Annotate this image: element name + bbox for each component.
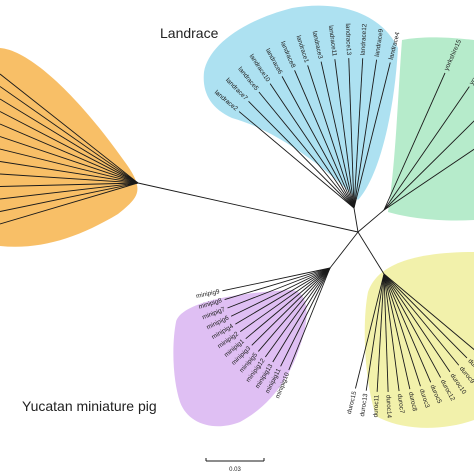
branch-minipig-2 bbox=[224, 267, 331, 300]
branch-duroc-13 bbox=[383, 273, 474, 351]
branch-left-9 bbox=[0, 173, 139, 184]
branch-minipig-8 bbox=[251, 267, 331, 346]
branch-landrace-11 bbox=[258, 91, 355, 209]
branch-yorkshire-2 bbox=[383, 86, 470, 211]
branch-landrace-13 bbox=[238, 111, 355, 209]
branch-root-to-yorkshire bbox=[357, 209, 385, 233]
tip-label: duroc15 bbox=[346, 390, 358, 415]
branch-landrace-8 bbox=[294, 70, 355, 209]
branch-layer bbox=[0, 58, 474, 392]
branch-landrace-1 bbox=[353, 62, 391, 209]
branch-minipig-10 bbox=[264, 267, 331, 358]
branch-minipig-11 bbox=[272, 267, 331, 363]
branch-root-to-duroc bbox=[357, 231, 385, 275]
branch-left-6 bbox=[0, 136, 139, 184]
branch-landrace-10 bbox=[269, 83, 355, 209]
tip-label: duroc13 bbox=[359, 393, 369, 417]
group-label-landrace: Landrace bbox=[160, 25, 219, 41]
branch-root-to-minipig bbox=[329, 231, 359, 269]
branch-minipig-12 bbox=[280, 267, 331, 367]
branch-left-1 bbox=[0, 73, 139, 184]
branch-left-10 bbox=[0, 182, 139, 187]
scale-bar-label: 0.03 bbox=[229, 467, 241, 473]
branch-landrace-4 bbox=[348, 58, 355, 209]
branch-left-11 bbox=[0, 182, 139, 200]
branch-landrace-7 bbox=[307, 65, 355, 209]
branch-landrace-3 bbox=[353, 58, 364, 209]
clade-shade-landrace bbox=[203, 5, 398, 201]
branch-minipig-4 bbox=[230, 267, 331, 317]
branch-left-3 bbox=[0, 98, 139, 184]
branch-duroc-9 bbox=[383, 273, 442, 378]
branch-left-2 bbox=[0, 86, 139, 184]
tip-label: landrace12 bbox=[360, 23, 369, 55]
branch-duroc-6 bbox=[383, 273, 411, 390]
tip-label: minipig9 bbox=[195, 288, 220, 300]
branch-yorkshire-4 bbox=[383, 148, 474, 211]
group-label-minipig: Yucatan miniature pig bbox=[22, 398, 157, 414]
tip-label: duroc7 bbox=[396, 394, 405, 415]
tip-label: duroc11 bbox=[372, 394, 380, 417]
branch-left-8 bbox=[0, 161, 139, 184]
tip-label: duroc8 bbox=[407, 391, 418, 412]
branch-duroc-10 bbox=[383, 273, 451, 373]
tip-label: duroc14 bbox=[385, 395, 393, 419]
branch-duroc-12 bbox=[383, 273, 468, 359]
branch-landrace-5 bbox=[334, 59, 355, 209]
branch-duroc-5 bbox=[383, 273, 400, 392]
branch-yorkshire-3 bbox=[383, 120, 474, 211]
branch-duroc-4 bbox=[383, 273, 389, 392]
tip-label: landrace11 bbox=[327, 25, 338, 57]
clade-shade-yorkshire bbox=[388, 37, 474, 221]
branch-landrace-9 bbox=[281, 76, 355, 209]
branch-duroc-7 bbox=[383, 273, 421, 387]
branch-duroc-8 bbox=[383, 273, 432, 383]
branch-root-to-left-clade bbox=[137, 182, 359, 233]
branch-yorkshire-1 bbox=[383, 72, 446, 211]
branch-left-5 bbox=[0, 123, 139, 184]
branch-left-4 bbox=[0, 111, 139, 184]
branch-duroc-2 bbox=[365, 273, 385, 391]
tip-label: landrace9 bbox=[374, 28, 385, 57]
tip-label: landrace13 bbox=[344, 23, 352, 55]
branch-landrace-6 bbox=[320, 61, 355, 209]
branch-minipig-5 bbox=[235, 267, 331, 325]
branch-duroc-3 bbox=[376, 273, 385, 392]
branch-landrace-12 bbox=[248, 101, 355, 209]
branch-landrace-2 bbox=[353, 59, 378, 209]
branch-left-7 bbox=[0, 148, 139, 184]
branch-root-to-landrace bbox=[353, 207, 359, 233]
branch-duroc-1 bbox=[355, 273, 385, 389]
branch-left-13 bbox=[0, 182, 139, 225]
branch-minipig-7 bbox=[245, 267, 331, 340]
branch-minipig-13 bbox=[288, 267, 331, 371]
branch-minipig-9 bbox=[257, 267, 331, 352]
branch-minipig-1 bbox=[222, 267, 331, 292]
clade-shade-duroc bbox=[364, 252, 474, 428]
branch-left-12 bbox=[0, 182, 139, 212]
branch-minipig-6 bbox=[240, 267, 331, 332]
branch-minipig-3 bbox=[227, 267, 331, 309]
branch-duroc-11 bbox=[383, 273, 460, 366]
